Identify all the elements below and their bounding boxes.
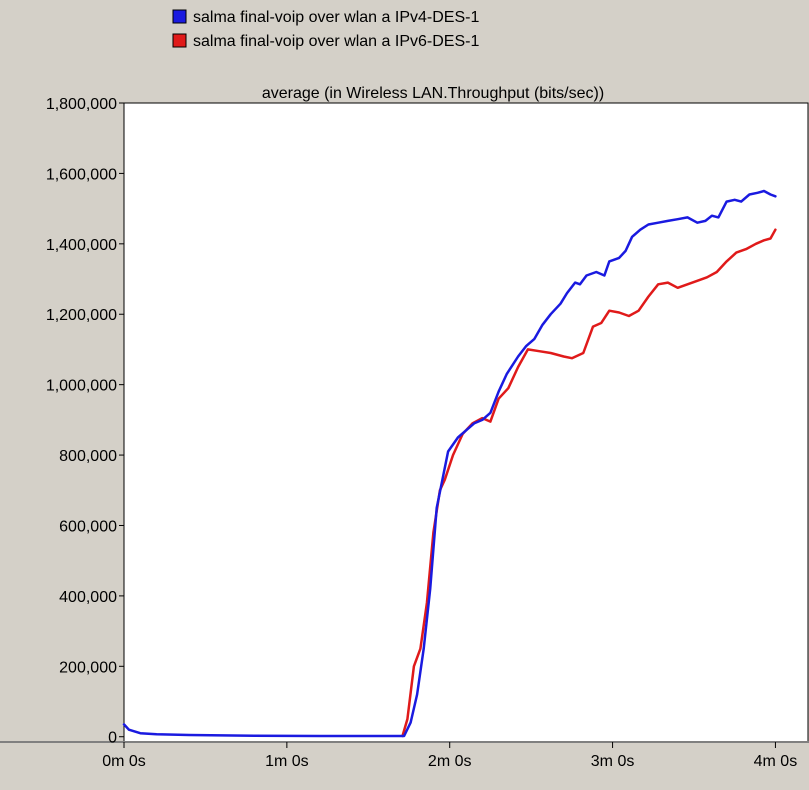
x-tick-label: 4m 0s: [754, 753, 798, 770]
y-tick-label: 1,000,000: [46, 378, 117, 395]
y-tick-label: 1,400,000: [46, 237, 117, 254]
y-tick-label: 600,000: [59, 518, 117, 535]
x-axis: 0m 0s 1m 0s 2m 0s 3m 0s 4m 0s: [102, 742, 797, 770]
legend-label: salma final-voip over wlan a IPv6-DES-1: [193, 33, 479, 50]
plot-bottom-border: [0, 741, 809, 743]
y-tick-label: 400,000: [59, 589, 117, 606]
series-line-ipv6: [401, 228, 777, 738]
x-tick-label: 0m 0s: [102, 753, 146, 770]
x-tick-label: 3m 0s: [591, 753, 635, 770]
y-tick-label: 200,000: [59, 659, 117, 676]
legend-swatch: [172, 33, 187, 48]
legend-label: salma final-voip over wlan a IPv4-DES-1: [193, 9, 479, 26]
series-lines: [122, 189, 777, 738]
y-tick-label: 1,600,000: [46, 166, 117, 183]
legend-swatch: [172, 9, 187, 24]
legend: salma final-voip over wlan a IPv4-DES-1 s…: [172, 9, 479, 50]
plot-area: [123, 102, 809, 743]
x-tick-label: 2m 0s: [428, 753, 472, 770]
series-line-ipv4: [122, 189, 777, 738]
chart-title: average (in Wireless LAN.Throughput (bit…: [262, 85, 604, 102]
y-tick-label: 800,000: [59, 448, 117, 465]
x-tick-label: 1m 0s: [265, 753, 309, 770]
y-axis: 0 200,000 400,000 600,000 800,000 1,000,000 1,…: [46, 96, 124, 747]
y-tick-label: 1,800,000: [46, 96, 117, 113]
y-tick-label: 0: [108, 730, 117, 747]
y-tick-label: 1,200,000: [46, 307, 117, 324]
